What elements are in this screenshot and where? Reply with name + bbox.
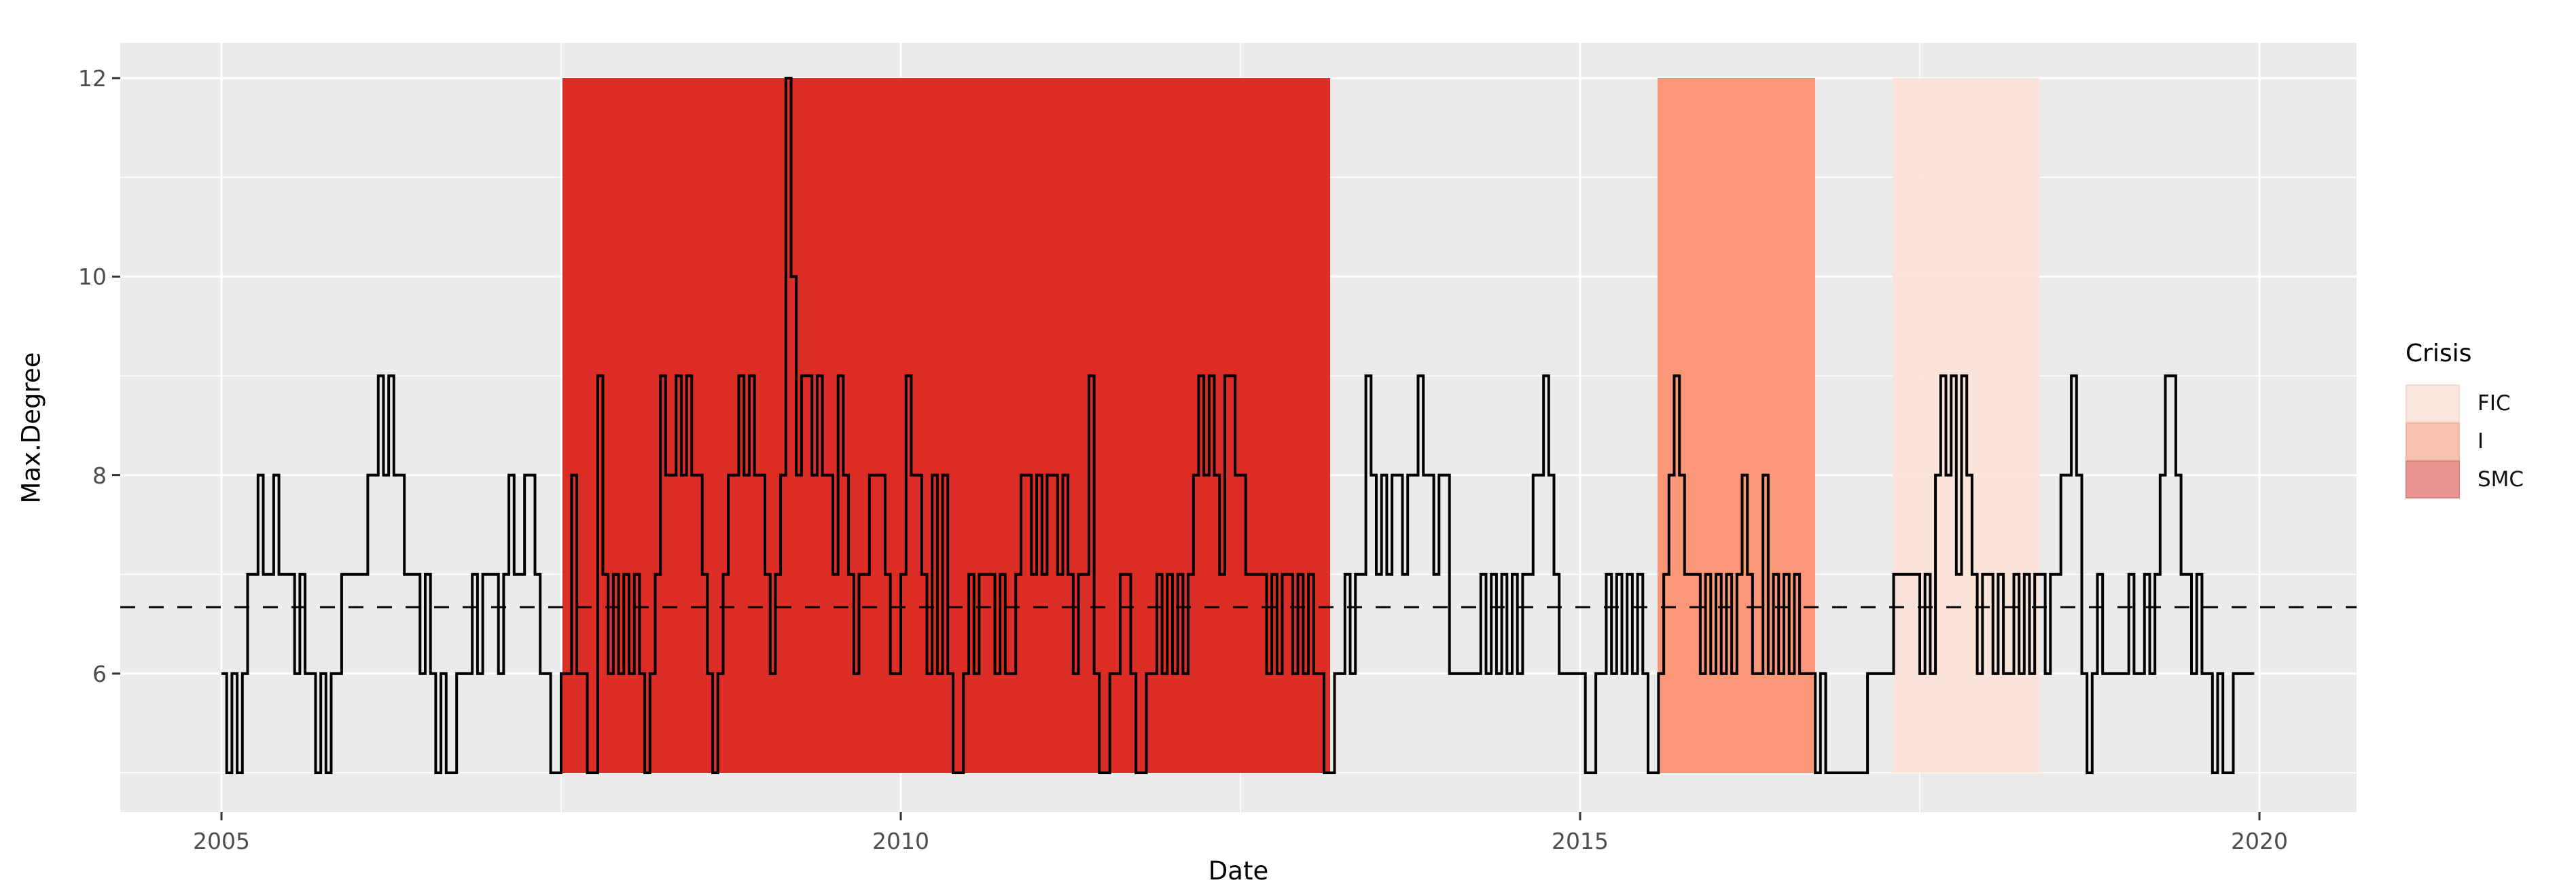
y-tick-label: 12 [78,65,107,92]
y-tick-label: 10 [78,263,107,291]
x-axis-title: Date [1208,856,1269,886]
x-tick-label: 2015 [1552,828,1609,854]
legend-entry-i: I [2405,422,2524,460]
legend-swatch-i [2405,422,2460,460]
legend-title: Crisis [2405,340,2472,367]
legend-label-i: I [2477,429,2484,454]
legend-swatch-fic [2405,384,2460,422]
legend-label-fic: FIC [2477,390,2511,416]
y-tick-label: 6 [92,660,107,687]
max-degree-series-line [221,77,2255,774]
legend-swatch-smc [2405,460,2460,498]
y-axis-title: Max.Degree [16,352,46,504]
y-tick-label: 8 [92,462,107,489]
legend-label-smc: SMC [2477,467,2524,492]
legend-entry-smc: SMC [2405,460,2524,498]
legend-entry-fic: FIC [2405,384,2524,422]
x-tick-label: 2010 [872,828,929,854]
legend: Crisis FIC I SMC [2405,342,2524,498]
x-tick-label: 2005 [193,828,250,854]
x-tick-label: 2020 [2231,828,2288,854]
